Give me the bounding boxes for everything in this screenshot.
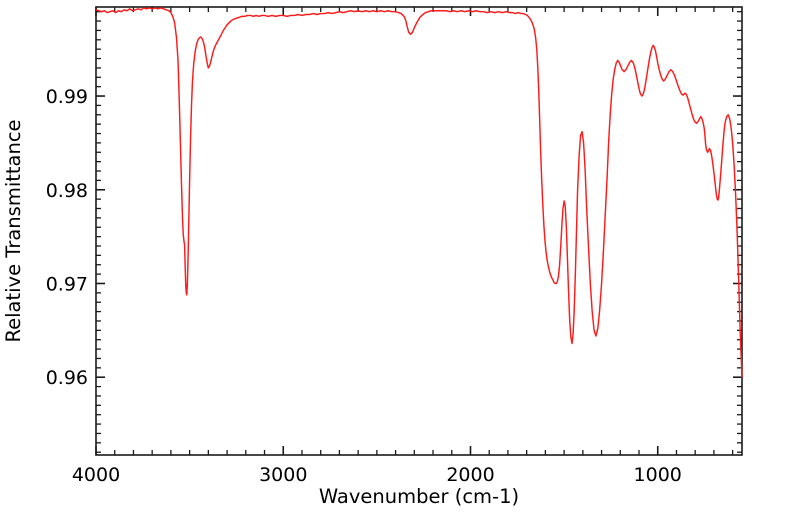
y-axis-title: Relative Transmittance xyxy=(2,119,25,342)
tick-layer xyxy=(95,7,742,455)
y-tick-label: 0.98 xyxy=(46,180,88,202)
x-tick-label: 1000 xyxy=(634,464,682,486)
plot-frame xyxy=(95,6,743,456)
y-tick-label: 0.99 xyxy=(46,86,88,108)
x-tick-label: 3000 xyxy=(259,464,307,486)
y-tick-label: 0.96 xyxy=(46,367,88,389)
x-axis-title: Wavenumber (cm-1) xyxy=(319,485,519,508)
y-tick-labels: 0.96 0.97 0.98 0.99 xyxy=(46,86,88,389)
y-tick-label: 0.97 xyxy=(46,273,88,295)
x-tick-label: 2000 xyxy=(446,464,494,486)
x-tick-label: 4000 xyxy=(72,464,120,486)
spectrum-line xyxy=(95,7,743,378)
x-tick-labels: 4000 3000 2000 1000 xyxy=(72,464,682,486)
